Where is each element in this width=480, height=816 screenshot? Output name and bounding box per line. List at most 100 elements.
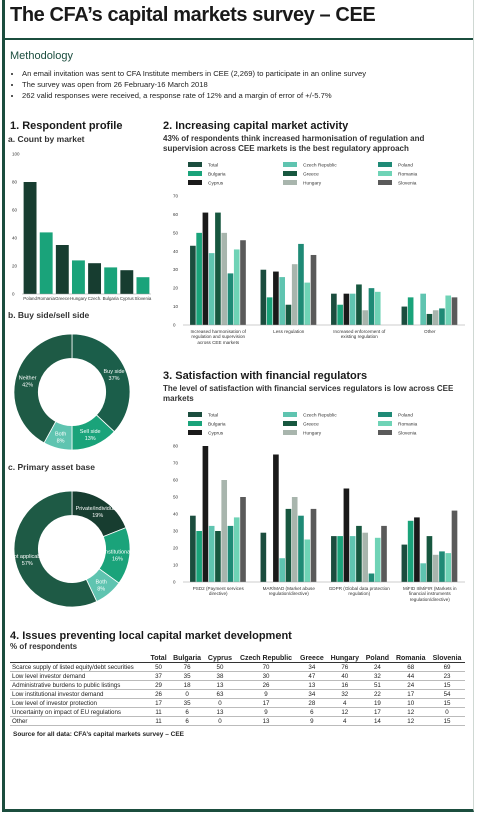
x-tick-label: GDPR (Global data protection regulation) [328,586,390,597]
header-cell: Czech Republic [239,655,293,662]
slice-value-label: 8% [97,586,105,592]
value-cell: 35 [169,671,205,681]
x-tick-label: PSD2 (Payment services directive) [192,586,244,597]
bar [439,551,445,582]
bar [445,295,452,325]
bar [337,536,343,582]
x-tick-label: Romania [37,296,55,301]
bar [202,446,209,582]
value-cell: 76 [169,662,205,672]
value-cell: 54 [429,689,465,699]
bar [291,264,298,325]
value-cell: 26 [235,680,297,690]
bar [136,277,150,294]
legend-swatch [378,421,392,426]
x-tick-label: Increased harmonisation of regulation an… [190,329,246,345]
value-cell: 28 [296,698,328,708]
value-cell: 69 [429,662,465,672]
y-tick-label: 100 [12,152,20,157]
slice-label: Buy side [103,369,124,375]
legend-swatch [283,162,297,167]
value-cell: 76 [327,662,363,672]
y-tick-label: 70 [173,194,179,199]
bar [349,293,356,325]
value-cell: 15 [429,698,465,708]
value-cell: 6 [296,707,328,717]
y-tick-label: 40 [173,249,179,254]
bar [368,288,375,325]
slice-label: Private/individuals [76,506,121,512]
bar [227,273,234,325]
legend-label: Greece [303,172,319,178]
legend-swatch [283,180,297,185]
header-cell: Greece [300,655,324,662]
legend-label: Czech Republic [303,163,337,169]
x-tick-label: Cyprus [120,296,135,301]
methodology-list: An email invitation was sent to CFA Inst… [10,68,477,101]
value-cell: 9 [235,689,297,699]
legend-swatch [283,171,297,176]
value-cell: 68 [392,662,430,672]
x-tick-label: Hungary [70,296,87,301]
value-cell: 12 [392,716,430,726]
value-cell: 4 [327,698,363,708]
legend-swatch [378,171,392,176]
legend-swatch [378,430,392,435]
bar [362,532,369,582]
bullet: 262 valid responses were received, a res… [22,90,477,101]
legend-label: Bulgaria [208,422,226,428]
value-cell: 34 [296,662,328,672]
header-cell: Poland [365,655,390,662]
legend-label: Romania [398,172,418,178]
bar [310,508,317,582]
bar [273,271,279,325]
table-section: 4. Issues preventing local capital marke… [10,630,465,738]
source: Source for all data: CFA’s capital marke… [13,731,184,738]
chart-container: a. Count by market 0 20 40 60 80 100 Poland Roma… [8,134,153,304]
value-cell: 0 [204,716,236,726]
bar [233,517,240,582]
bar [310,254,317,325]
chart-container: 2. Increasing capital market activity 43%… [163,120,469,365]
chart-container: 3. Satisfaction with financial regulator… [163,370,469,622]
value-cell: 47 [296,671,328,681]
bar [331,536,337,582]
value-cell: 13 [204,707,236,717]
slice-value-label: 16% [112,557,123,563]
bar [414,517,420,582]
bar [55,245,69,294]
bar [331,293,337,325]
bar [291,497,298,582]
bar [71,260,85,294]
frame [2,0,474,812]
row-label: Low level of investor protection [10,698,148,708]
y-tick-label: 30 [173,267,179,272]
slice-label: Not applicable [10,554,45,560]
value-cell: 38 [204,671,236,681]
bar [407,520,414,582]
row-label: Low institutional investor demand [10,689,148,699]
legend-label: Slovenia [398,181,417,187]
legend-swatch [283,421,297,426]
bar [279,277,285,325]
legend-label: Czech Republic [303,413,337,419]
bar [202,212,209,325]
x-tick-label: Czech. [88,296,102,301]
slice-value-label: 19% [92,513,103,519]
bar [208,525,215,582]
bar [426,536,433,582]
legend-swatch [378,412,392,417]
chart-title: 2. Increasing capital market activity [163,120,349,132]
value-cell: 44 [392,671,430,681]
x-tick-label: Increased enforcement of existing regula… [333,329,386,340]
value-cell: 70 [235,662,297,672]
legend-label: Romania [398,422,418,428]
bar [362,310,369,325]
header-cell: Hungary [330,655,359,662]
chart-subtitle: 43% of respondents think increased harmo… [163,134,425,153]
y-tick-label: 30 [173,529,179,534]
chart-container: c. Primary asset base Private/individuals… [8,462,153,620]
chart-title: b. Buy side/sell side [8,310,90,320]
bar [420,563,426,582]
